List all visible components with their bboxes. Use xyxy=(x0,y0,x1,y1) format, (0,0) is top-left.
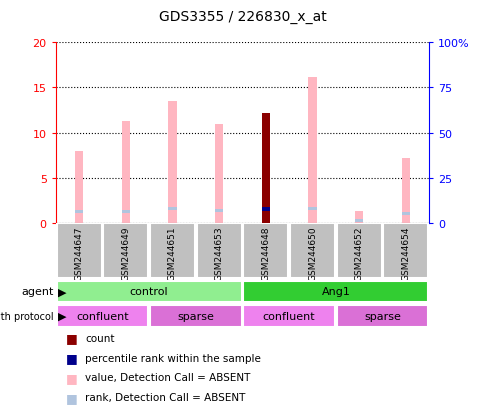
Bar xyxy=(75,210,83,214)
Text: rank, Detection Call = ABSENT: rank, Detection Call = ABSENT xyxy=(85,392,245,402)
Bar xyxy=(214,210,223,213)
Bar xyxy=(261,208,270,211)
Bar xyxy=(308,78,316,223)
Text: confluent: confluent xyxy=(76,311,129,321)
Bar xyxy=(289,223,334,278)
Bar xyxy=(168,102,176,223)
Text: Ang1: Ang1 xyxy=(321,287,349,297)
Bar xyxy=(354,211,363,223)
Bar xyxy=(354,219,363,223)
Text: growth protocol: growth protocol xyxy=(0,311,53,321)
Bar xyxy=(401,212,409,215)
Text: GSM244651: GSM244651 xyxy=(167,226,177,280)
Bar xyxy=(103,223,148,278)
Bar xyxy=(75,151,83,223)
Bar xyxy=(214,124,223,223)
Text: GSM244648: GSM244648 xyxy=(261,226,270,280)
Text: value, Detection Call = ABSENT: value, Detection Call = ABSENT xyxy=(85,373,250,382)
Bar xyxy=(243,305,334,327)
Text: agent: agent xyxy=(21,287,53,297)
Text: control: control xyxy=(130,287,168,297)
Text: GSM244650: GSM244650 xyxy=(307,226,317,280)
Bar xyxy=(243,281,427,303)
Bar xyxy=(336,305,427,327)
Bar xyxy=(57,223,101,278)
Bar xyxy=(243,223,287,278)
Text: sparse: sparse xyxy=(177,311,214,321)
Bar xyxy=(168,207,176,210)
Text: count: count xyxy=(85,333,114,343)
Text: percentile rank within the sample: percentile rank within the sample xyxy=(85,353,260,363)
Text: ■: ■ xyxy=(65,371,77,384)
Bar xyxy=(308,207,316,210)
Bar xyxy=(261,114,270,223)
Bar xyxy=(401,158,409,223)
Bar xyxy=(150,305,241,327)
Text: GDS3355 / 226830_x_at: GDS3355 / 226830_x_at xyxy=(158,10,326,24)
Bar xyxy=(383,223,427,278)
Bar xyxy=(121,121,130,223)
Bar xyxy=(57,281,241,303)
Text: ■: ■ xyxy=(65,331,77,344)
Text: GSM244652: GSM244652 xyxy=(354,226,363,280)
Bar xyxy=(57,305,148,327)
Text: sparse: sparse xyxy=(363,311,400,321)
Text: GSM244653: GSM244653 xyxy=(214,226,223,280)
Bar xyxy=(336,223,381,278)
Bar xyxy=(121,211,130,214)
Bar xyxy=(150,223,195,278)
Bar xyxy=(197,223,241,278)
Text: confluent: confluent xyxy=(262,311,315,321)
Text: GSM244647: GSM244647 xyxy=(75,226,83,280)
Text: ▶: ▶ xyxy=(58,311,67,321)
Text: GSM244654: GSM244654 xyxy=(401,226,409,280)
Text: ■: ■ xyxy=(65,391,77,404)
Text: ■: ■ xyxy=(65,351,77,364)
Text: GSM244649: GSM244649 xyxy=(121,226,130,280)
Bar xyxy=(261,114,270,223)
Text: ▶: ▶ xyxy=(58,287,67,297)
